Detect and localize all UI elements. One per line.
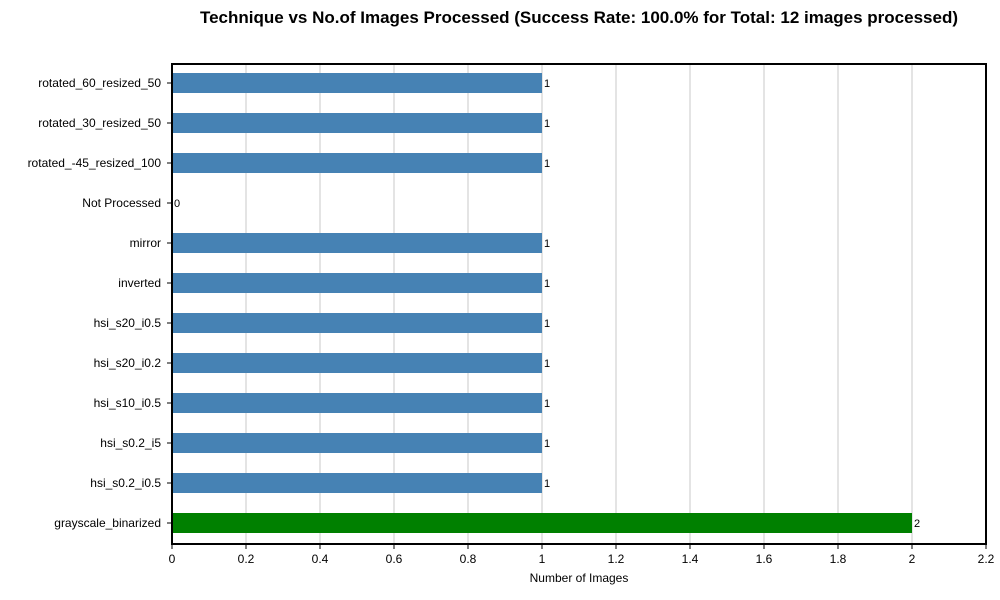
x-tick-label: 1.4 bbox=[682, 552, 699, 566]
x-tick-label: 1.6 bbox=[756, 552, 773, 566]
value-label: 1 bbox=[544, 78, 550, 90]
value-label: 1 bbox=[544, 278, 550, 290]
axes bbox=[167, 63, 987, 549]
bars bbox=[172, 73, 912, 533]
value-label: 1 bbox=[544, 438, 550, 450]
y-tick-label: hsi_s0.2_i0.5 bbox=[90, 476, 161, 490]
value-label: 1 bbox=[544, 238, 550, 250]
bar bbox=[172, 513, 912, 533]
x-tick-label: 1 bbox=[539, 552, 546, 566]
plot-frame bbox=[171, 63, 987, 545]
value-label: 1 bbox=[544, 118, 550, 130]
bar bbox=[172, 353, 542, 373]
chart-title: Technique vs No.of Images Processed (Suc… bbox=[199, 8, 959, 27]
value-label: 2 bbox=[914, 518, 920, 530]
bar bbox=[172, 73, 542, 93]
x-tick-label: 0.6 bbox=[386, 552, 403, 566]
y-tick-label: grayscale_binarized bbox=[54, 516, 161, 530]
y-tick-label: hsi_s0.2_i5 bbox=[100, 436, 161, 450]
value-label: 1 bbox=[544, 318, 550, 330]
x-tick-label: 0 bbox=[169, 552, 176, 566]
x-tick-label: 1.8 bbox=[830, 552, 847, 566]
bar bbox=[172, 153, 542, 173]
x-tick-label: 2.2 bbox=[978, 552, 995, 566]
bar bbox=[172, 433, 542, 453]
bar bbox=[172, 273, 542, 293]
x-tick-label: 0.4 bbox=[312, 552, 329, 566]
y-tick-label: rotated_30_resized_50 bbox=[38, 116, 161, 130]
bar bbox=[172, 393, 542, 413]
y-tick-label: hsi_s20_i0.2 bbox=[94, 356, 162, 370]
value-label: 1 bbox=[544, 358, 550, 370]
bar bbox=[172, 473, 542, 493]
x-tick-label: 0.8 bbox=[460, 552, 477, 566]
x-tick-label: 0.2 bbox=[238, 552, 255, 566]
x-tick-label: 2 bbox=[909, 552, 916, 566]
x-tick-label: 1.2 bbox=[608, 552, 625, 566]
value-label: 1 bbox=[544, 478, 550, 490]
bar bbox=[172, 113, 542, 133]
value-label: 1 bbox=[544, 398, 550, 410]
bar bbox=[172, 313, 542, 333]
x-axis-label: Number of Images bbox=[530, 571, 629, 585]
y-tick-label: inverted bbox=[118, 276, 161, 290]
y-tick-label: mirror bbox=[130, 236, 161, 250]
y-tick-label: hsi_s10_i0.5 bbox=[94, 396, 162, 410]
gridlines bbox=[245, 64, 913, 544]
value-label: 0 bbox=[174, 198, 180, 210]
y-tick-label: hsi_s20_i0.5 bbox=[94, 316, 162, 330]
y-tick-label: Not Processed bbox=[82, 196, 161, 210]
y-tick-label: rotated_-45_resized_100 bbox=[28, 156, 162, 170]
y-tick-label: rotated_60_resized_50 bbox=[38, 76, 161, 90]
bar bbox=[172, 233, 542, 253]
value-label: 1 bbox=[544, 158, 550, 170]
labels: 0 0.2 0.4 0.6 0.8 1 1.2 1.4 1.6 1.8 2 2.2 rotated_60… bbox=[28, 76, 995, 566]
